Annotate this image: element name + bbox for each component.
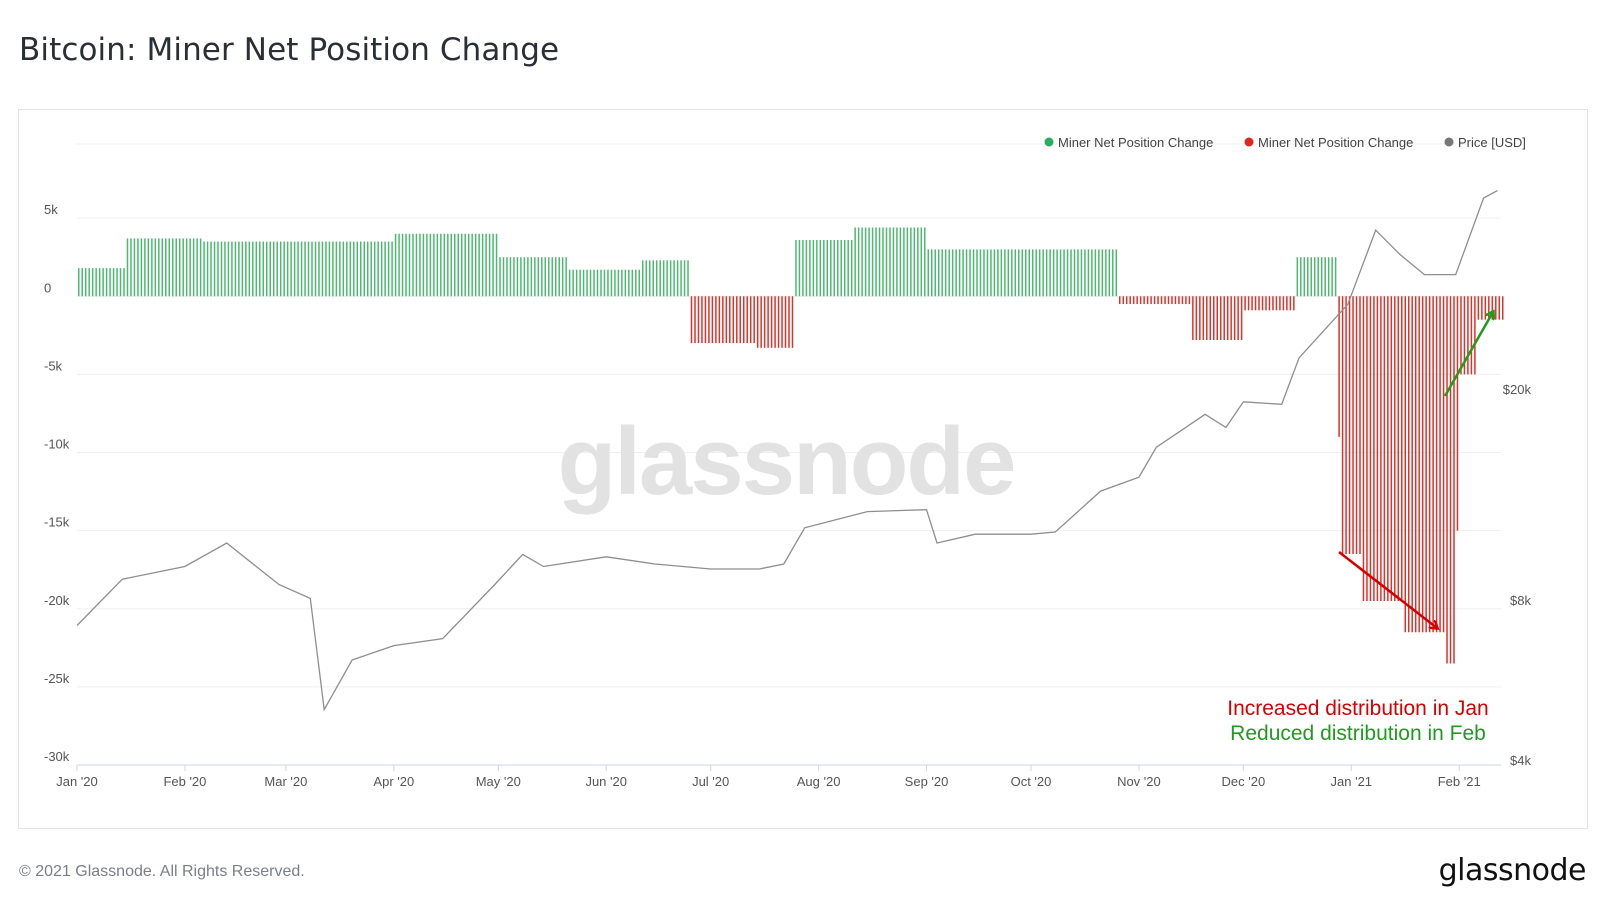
copyright-text: © 2021 Glassnode. All Rights Reserved. [19,863,305,880]
y-right-tick-label: $4k [1510,753,1531,768]
y-left-tick-label: 0 [44,280,51,295]
red-trend-arrow [1338,551,1437,628]
x-tick-label: Aug '20 [797,774,841,789]
x-tick-label: Feb '21 [1438,774,1481,789]
legend-label: Price [USD] [1458,135,1526,150]
x-tick-label: Jan '20 [56,774,98,789]
chart-panel: glassnode 5k 0 -5k -10k -15k -20k -25k -30k $20… [18,109,1588,829]
y-left-tick-label: -5k [44,358,63,373]
x-tick-label: Jul '20 [692,774,729,789]
x-tick-label: Apr '20 [373,774,414,789]
legend-label: Miner Net Position Change [1058,135,1213,150]
legend-swatch [1044,137,1054,147]
annotation-jan: Increased distribution in Jan [1227,697,1489,720]
x-tick-label: Sep '20 [905,774,949,789]
legend-label: Miner Net Position Change [1258,135,1413,150]
y-left-tick-label: -15k [44,515,70,530]
y-right-tick-label: $20k [1503,382,1532,397]
watermark-text: glassnode [558,408,1015,515]
y-left-tick-label: -10k [44,437,70,452]
y-left-tick-label: -25k [44,671,70,686]
y-right-tick-label: $8k [1510,593,1531,608]
annotation-feb: Reduced distribution in Feb [1230,722,1486,745]
y-axis-right: $20k $8k $4k [1503,382,1532,768]
y-left-tick-label: -30k [44,749,70,764]
miner-net-position-chart: glassnode 5k 0 -5k -10k -15k -20k -25k -30k $20… [44,135,1532,789]
page-title: Bitcoin: Miner Net Position Change [19,32,560,68]
green-trend-arrow [1443,312,1493,397]
x-tick-label: Nov '20 [1117,774,1161,789]
x-tick-label: Feb '20 [163,774,206,789]
x-tick-label: Oct '20 [1011,774,1052,789]
glassnode-logo[interactable]: glassnode [1438,853,1587,888]
y-left-tick-label: -20k [44,593,70,608]
x-tick-label: Jun '20 [585,774,627,789]
x-axis: Jan '20 Feb '20 Mar '20 Apr '20 May '20 Jun '… [56,764,1501,789]
price-line [76,190,1498,712]
legend-swatch [1444,137,1454,147]
x-tick-label: May '20 [476,774,521,789]
y-axis-left: 5k 0 -5k -10k -15k -20k -25k -30k [44,202,70,764]
x-tick-label: Dec '20 [1222,774,1266,789]
y-left-tick-label: 5k [44,202,58,217]
x-tick-label: Jan '21 [1331,774,1373,789]
legend[interactable]: Miner Net Position Change Miner Net Posit… [1044,135,1526,150]
legend-swatch [1244,137,1254,147]
x-tick-label: Mar '20 [264,774,307,789]
